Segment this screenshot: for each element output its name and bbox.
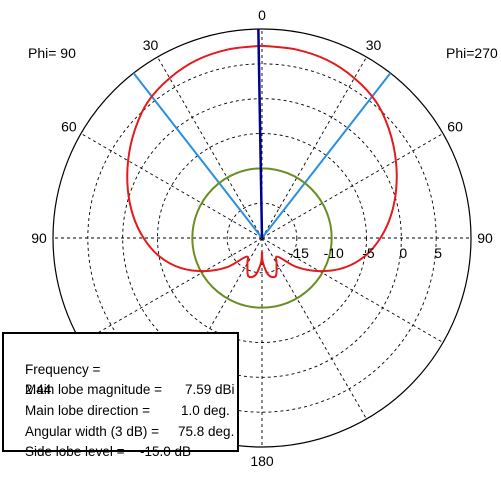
radial-tick-label: 0 bbox=[399, 245, 407, 261]
info-row-direction: Main lobe direction = 1.0 deg. bbox=[10, 380, 237, 418]
beamwidth-lines bbox=[132, 72, 392, 239]
main-lobe-magnitude-label: Main lobe magnitude = bbox=[25, 382, 162, 398]
grid-spoke bbox=[261, 56, 367, 239]
angle-tick-label: 0 bbox=[258, 7, 266, 23]
side-lobe-level-value: -15.0 dB bbox=[140, 444, 192, 460]
info-row-side-lobe: Side lobe level = -15.0 dB bbox=[10, 422, 237, 459]
pattern-curve bbox=[126, 44, 398, 279]
radial-tick-label: 5 bbox=[434, 245, 442, 261]
main-lobe-direction-label: Main lobe direction = bbox=[25, 403, 150, 419]
info-row-width: Angular width (3 dB) = 75.8 deg. bbox=[10, 401, 237, 439]
main-lobe-line bbox=[257, 29, 264, 239]
main-lobe-direction-value: 1.0 deg. bbox=[181, 403, 230, 419]
radial-tick-label: -10 bbox=[324, 245, 344, 261]
info-row-magnitude: Main lobe magnitude = 7.59 dBi bbox=[10, 360, 237, 397]
polar-grid bbox=[52, 28, 472, 448]
beamwidth-edge-line bbox=[261, 72, 392, 239]
angular-width-label: Angular width (3 dB) = bbox=[25, 423, 159, 439]
grid-spoke bbox=[80, 133, 263, 239]
main-lobe-marker-group bbox=[257, 29, 264, 239]
phi-left-label: Phi= 90 bbox=[28, 45, 76, 61]
info-box: Frequency = 2.44 Main lobe magnitude = 7.… bbox=[2, 332, 239, 459]
grid-spoke bbox=[261, 133, 444, 239]
angle-tick-label: 180 bbox=[250, 453, 274, 468]
outer-circle bbox=[52, 28, 472, 448]
side-lobe-level-label: Side lobe level = bbox=[25, 444, 125, 460]
info-row-frequency: Frequency = 2.44 bbox=[10, 339, 237, 398]
radial-tick-label: -15 bbox=[289, 245, 309, 261]
frequency-value: 2.44 bbox=[25, 382, 52, 398]
angle-tick-label: 30 bbox=[143, 37, 159, 53]
grid-spoke bbox=[261, 237, 367, 420]
frequency-label: Frequency = bbox=[25, 361, 101, 377]
phi-right-label: Phi=270 bbox=[446, 45, 498, 61]
grid-spoke bbox=[80, 237, 263, 343]
main-lobe-magnitude-value: 7.59 dBi bbox=[185, 382, 235, 398]
polar-radiation-chart: 0306090120150180306090 -15-10-505 bbox=[31, 7, 493, 468]
pattern-series bbox=[126, 44, 398, 279]
angle-tick-label: 90 bbox=[31, 230, 47, 246]
radial-tick-label: -5 bbox=[362, 245, 375, 261]
beamwidth-edge-line bbox=[132, 72, 263, 239]
angle-tick-label: 60 bbox=[447, 119, 463, 135]
grid-spoke bbox=[157, 56, 263, 239]
angle-tick-label: 30 bbox=[366, 37, 382, 53]
angular-width-value: 75.8 deg. bbox=[178, 423, 235, 439]
radial-tick-labels: -15 -10 -5 0 5 bbox=[289, 245, 443, 261]
angle-tick-label: 90 bbox=[477, 230, 493, 246]
angle-tick-label: 60 bbox=[61, 119, 77, 135]
grid-spoke bbox=[261, 237, 444, 343]
